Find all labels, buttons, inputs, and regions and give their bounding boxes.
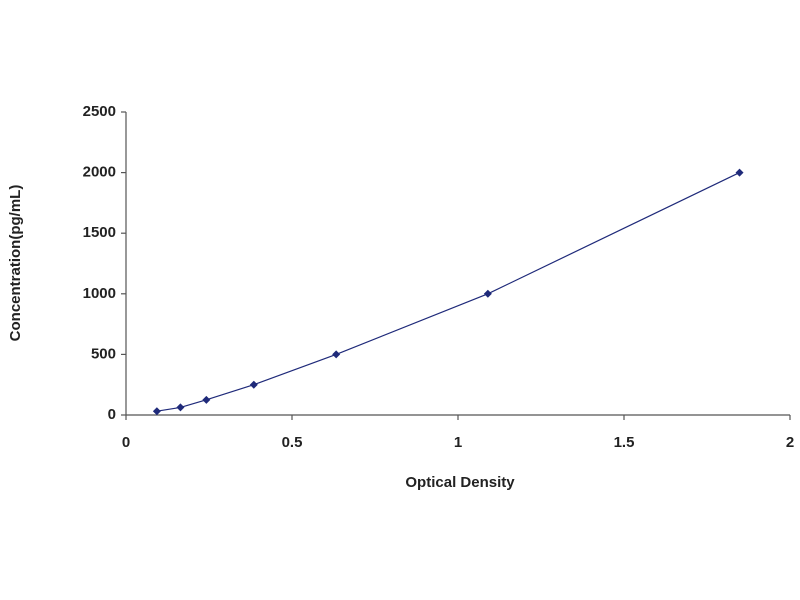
y-tick-label: 1000 bbox=[83, 285, 116, 302]
y-tick-label: 0 bbox=[108, 406, 116, 423]
x-tick-label: 1 bbox=[454, 434, 462, 451]
x-tick-label: 2 bbox=[786, 434, 794, 451]
data-point bbox=[735, 168, 744, 177]
x-tick-label: 1.5 bbox=[614, 434, 635, 451]
data-point bbox=[249, 380, 258, 389]
y-axis-title: Concentration(pg/mL) bbox=[7, 185, 24, 342]
data-point bbox=[483, 289, 492, 298]
data-point bbox=[202, 395, 211, 404]
y-tick-label: 1500 bbox=[83, 224, 116, 241]
data-point bbox=[332, 350, 341, 359]
x-tick-label: 0 bbox=[122, 434, 130, 451]
y-tick-label: 2500 bbox=[83, 103, 116, 120]
y-tick-label: 2000 bbox=[83, 164, 116, 181]
x-tick-label: 0.5 bbox=[282, 434, 303, 451]
y-tick-label: 500 bbox=[91, 345, 116, 362]
x-axis-title: Optical Density bbox=[405, 474, 515, 491]
data-point bbox=[176, 403, 185, 412]
data-point bbox=[152, 407, 161, 416]
